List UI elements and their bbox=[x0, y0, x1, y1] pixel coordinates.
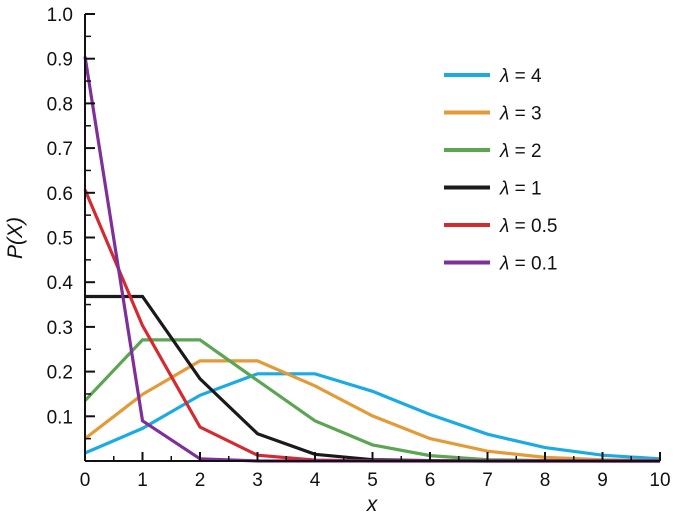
y-tick-label: 0.9 bbox=[47, 50, 73, 71]
series-line-0 bbox=[84, 372, 661, 461]
x-tick-label: 0 bbox=[80, 470, 91, 491]
x-tick-label: 4 bbox=[310, 470, 321, 491]
legend-label-0: λ = 4 bbox=[499, 66, 542, 87]
x-tick-label: 1 bbox=[137, 470, 148, 491]
y-tick-label: 0.7 bbox=[47, 139, 73, 160]
x-axis-title: x bbox=[366, 493, 379, 516]
x-tick-label: 3 bbox=[252, 470, 263, 491]
y-tick-label: 0.2 bbox=[47, 363, 73, 384]
x-tick-label: 9 bbox=[597, 470, 608, 491]
legend-label-3: λ = 1 bbox=[499, 179, 542, 200]
x-tick-label: 8 bbox=[540, 470, 551, 491]
y-tick-label: 0.6 bbox=[47, 184, 73, 205]
axes bbox=[84, 14, 660, 462]
x-tick-label: 7 bbox=[482, 470, 493, 491]
series-layer bbox=[83, 56, 661, 463]
x-tick-label: 6 bbox=[425, 470, 436, 491]
x-tick-label: 10 bbox=[649, 470, 670, 491]
series-line-5 bbox=[83, 56, 660, 463]
legend-label-4: λ = 0.5 bbox=[499, 216, 557, 237]
legend-label-5: λ = 0.1 bbox=[499, 254, 557, 275]
x-tick-label: 5 bbox=[367, 470, 378, 491]
y-tick-label: 0.3 bbox=[47, 318, 73, 339]
y-tick-label: 1.0 bbox=[47, 5, 73, 26]
legend-label-1: λ = 3 bbox=[499, 104, 542, 125]
y-axis-title: P(X) bbox=[4, 217, 27, 259]
legend-label-2: λ = 2 bbox=[499, 141, 542, 162]
series-line-4 bbox=[83, 189, 660, 463]
y-tick-label: 0.8 bbox=[47, 94, 73, 115]
legend: λ = 4 λ = 3 λ = 2 λ = 1 λ = 0.5 λ = 0.1 bbox=[444, 66, 557, 275]
series-line-2 bbox=[83, 338, 660, 463]
y-tick-label: 0.1 bbox=[47, 407, 73, 428]
x-tick-label: 2 bbox=[195, 470, 206, 491]
y-tick-label: 0.4 bbox=[47, 273, 74, 294]
x-ticks: 0 1 2 3 4 5 6 7 8 9 10 bbox=[80, 452, 671, 491]
series-line-1 bbox=[84, 359, 661, 463]
y-tick-label: 0.5 bbox=[47, 229, 73, 250]
y-ticks: 0.1 0.2 0.3 0.4 0.5 0.6 0.7 0.8 0.9 1.0 bbox=[47, 5, 95, 440]
